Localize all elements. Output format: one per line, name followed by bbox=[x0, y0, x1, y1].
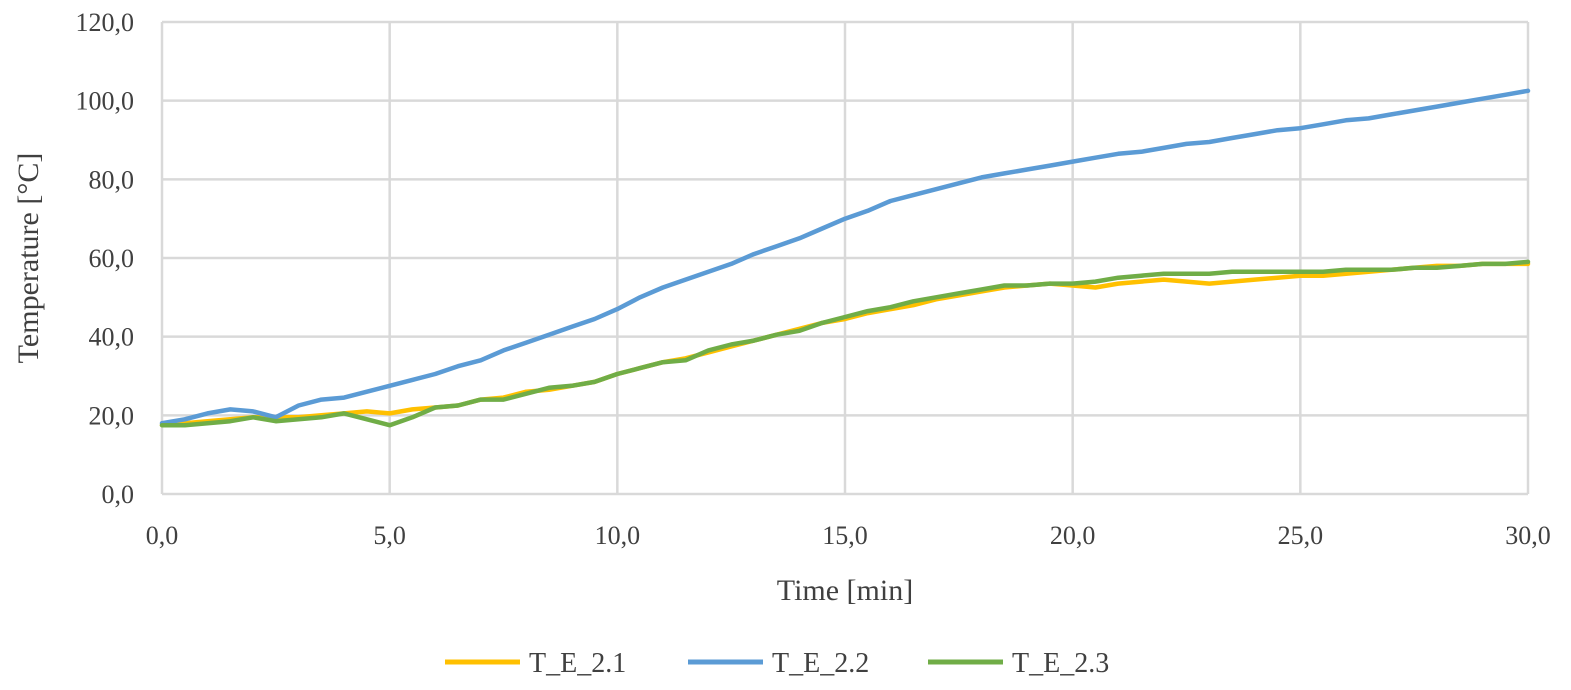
y-tick-label: 0,0 bbox=[102, 480, 135, 509]
legend-label: T_E_2.3 bbox=[1012, 648, 1109, 679]
x-tick-label: 5,0 bbox=[373, 521, 406, 550]
x-tick-label: 30,0 bbox=[1505, 521, 1551, 550]
y-tick-label: 40,0 bbox=[89, 323, 135, 352]
x-tick-label: 0,0 bbox=[146, 521, 179, 550]
x-tick-label: 20,0 bbox=[1050, 521, 1096, 550]
y-tick-label: 100,0 bbox=[76, 87, 135, 116]
x-axis-ticks: 0,0 5,0 10,0 15,0 20,0 25,0 30,0 bbox=[146, 521, 1551, 550]
y-tick-label: 60,0 bbox=[89, 244, 135, 273]
x-axis-title: Time [min] bbox=[777, 574, 913, 607]
x-tick-label: 10,0 bbox=[595, 521, 641, 550]
y-tick-label: 80,0 bbox=[89, 165, 135, 194]
y-axis-title: Temperature [°C] bbox=[12, 153, 45, 364]
gridlines bbox=[160, 20, 1530, 496]
legend: T_E_2.1 T_E_2.2 T_E_2.3 bbox=[445, 648, 1109, 679]
y-axis-ticks: 0,0 20,0 40,0 60,0 80,0 100,0 120,0 bbox=[76, 8, 135, 509]
legend-label: T_E_2.1 bbox=[529, 648, 626, 679]
x-tick-label: 15,0 bbox=[822, 521, 868, 550]
series-line-2 bbox=[159, 88, 1531, 426]
y-tick-label: 120,0 bbox=[76, 8, 135, 37]
series-line-3 bbox=[159, 259, 1531, 428]
y-tick-label: 20,0 bbox=[89, 401, 135, 430]
series-lines bbox=[159, 88, 1531, 428]
legend-label: T_E_2.2 bbox=[772, 648, 869, 679]
x-tick-label: 25,0 bbox=[1278, 521, 1324, 550]
